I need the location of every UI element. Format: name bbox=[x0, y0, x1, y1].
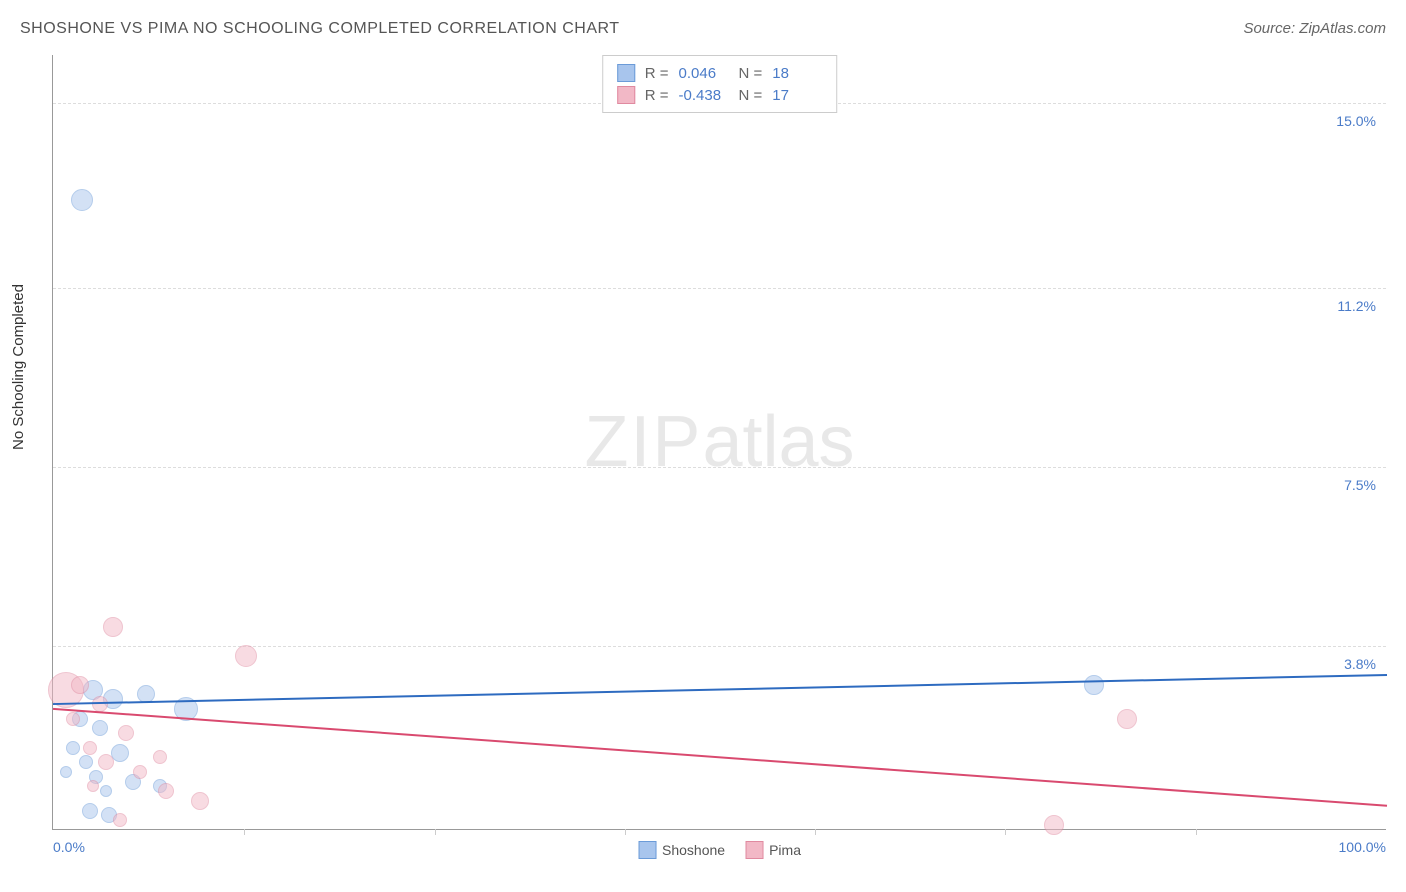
source-credit: Source: ZipAtlas.com bbox=[1243, 20, 1386, 37]
legend-n-label: N = bbox=[739, 87, 763, 104]
y-tick-label: 3.8% bbox=[1344, 656, 1376, 672]
chart-title: SHOSHONE VS PIMA NO SCHOOLING COMPLETED … bbox=[20, 20, 620, 38]
legend-bottom: Shoshone Pima bbox=[638, 841, 801, 859]
legend-n-value: 18 bbox=[772, 65, 822, 82]
x-tick bbox=[244, 829, 245, 835]
legend-top: R = 0.046 N = 18 R = -0.438 N = 17 bbox=[602, 55, 838, 113]
x-tick bbox=[1005, 829, 1006, 835]
legend-r-label: R = bbox=[645, 87, 669, 104]
legend-bottom-label: Shoshone bbox=[662, 842, 725, 858]
trend-lines-svg bbox=[53, 55, 1386, 830]
legend-r-label: R = bbox=[645, 65, 669, 82]
trend-line bbox=[53, 675, 1387, 704]
x-tick bbox=[435, 829, 436, 835]
y-tick-label: 11.2% bbox=[1337, 298, 1376, 314]
y-tick-label: 7.5% bbox=[1344, 477, 1376, 493]
x-tick-label: 100.0% bbox=[1339, 839, 1386, 855]
legend-swatch bbox=[617, 86, 635, 104]
legend-top-row: R = -0.438 N = 17 bbox=[617, 84, 823, 106]
legend-swatch bbox=[638, 841, 656, 859]
y-tick-label: 15.0% bbox=[1336, 113, 1376, 129]
x-tick bbox=[625, 829, 626, 835]
legend-n-value: 17 bbox=[772, 87, 822, 104]
legend-swatch bbox=[745, 841, 763, 859]
legend-n-label: N = bbox=[739, 65, 763, 82]
x-tick-label: 0.0% bbox=[53, 839, 85, 855]
legend-r-value: 0.046 bbox=[679, 65, 729, 82]
y-axis-label: No Schooling Completed bbox=[10, 284, 27, 450]
trend-line bbox=[53, 709, 1387, 806]
legend-bottom-item: Pima bbox=[745, 841, 801, 859]
legend-swatch bbox=[617, 64, 635, 82]
legend-bottom-item: Shoshone bbox=[638, 841, 725, 859]
legend-bottom-label: Pima bbox=[769, 842, 801, 858]
legend-r-value: -0.438 bbox=[679, 87, 729, 104]
x-tick bbox=[815, 829, 816, 835]
x-tick bbox=[1196, 829, 1197, 835]
plot-area: ZIPatlas R =0.046N =18R =-0.438N =17 Sho… bbox=[52, 55, 1386, 830]
legend-top-row: R = 0.046 N = 18 bbox=[617, 62, 823, 84]
